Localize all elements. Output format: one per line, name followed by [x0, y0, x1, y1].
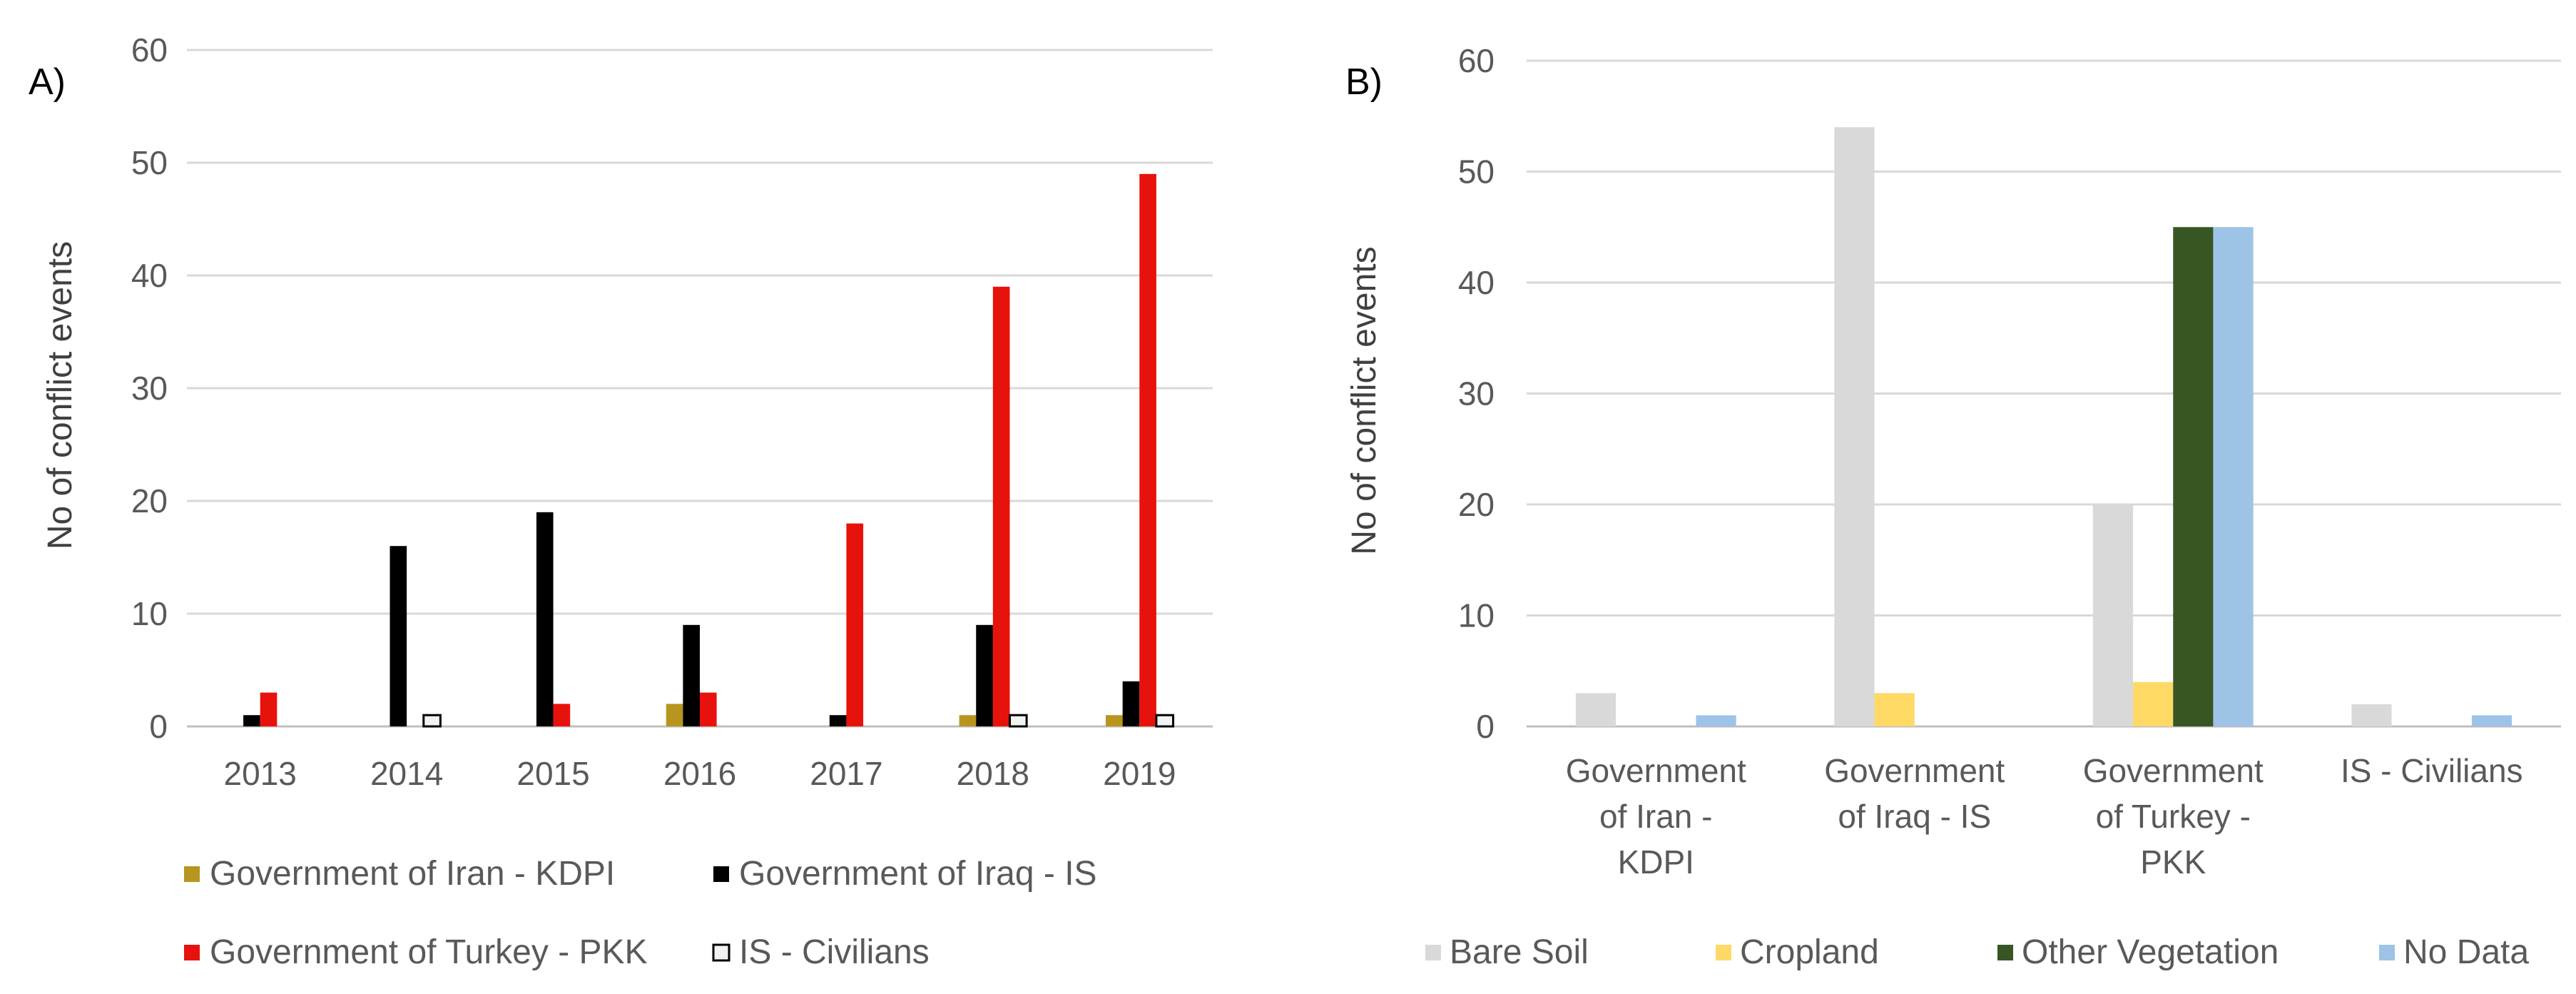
- panel-a-legend-label-government-of-turkey-pkk: Government of Turkey - PKK: [210, 933, 648, 971]
- panel-a-xtick-5: 2018: [957, 755, 1029, 792]
- panel-a-bar-government-of-turkey-pkk-4: [846, 523, 864, 726]
- panel-b-bar-no-data-2: [2213, 227, 2254, 726]
- panel-b-xtick-0: Government of Iran -KDPI: [1566, 752, 1746, 881]
- panel-b-ytick-30: 30: [1458, 375, 1495, 412]
- panel-a-bar-government-of-iran-kdpi-5: [959, 715, 977, 726]
- panel-a-label: A): [29, 61, 66, 103]
- panel-a-bar-is-civilians-5: [1008, 714, 1028, 728]
- panel-b-y-axis-label: No of conflict events: [1345, 246, 1383, 554]
- panel-b-ytick-10: 10: [1458, 597, 1495, 634]
- panel-b-bar-bare-soil-3: [2351, 704, 2392, 726]
- panel-b-ytick-20: 20: [1458, 486, 1495, 523]
- panel-a-bar-government-of-turkey-pkk-2: [553, 704, 571, 726]
- panel-b-legend-swatch-bare-soil: [1425, 945, 1441, 960]
- panel-b-bar-no-data-3: [2471, 715, 2513, 726]
- panel-b-ytick-60: 60: [1458, 42, 1495, 79]
- panel-b-legend: Bare Soil Cropland Other Vegetation No Data: [1425, 933, 2529, 971]
- panel-b-bar-bare-soil-2: [2092, 504, 2134, 726]
- panel-a-ytick-30: 30: [131, 370, 168, 407]
- panel-b-bar-no-data-0: [1696, 715, 1736, 726]
- panel-a-xtick-6: 2019: [1103, 755, 1176, 792]
- panel-a-bar-government-of-iraq-is-5: [976, 624, 993, 726]
- panel-b-ytick-0: 0: [1476, 708, 1495, 745]
- panel-a-bar-government-of-iraq-is-2: [536, 512, 554, 726]
- panel-a-bar-government-of-iran-kdpi-6: [1106, 715, 1123, 726]
- panel-a-bar-government-of-iraq-is-4: [829, 715, 847, 726]
- panel-a-bar-government-of-turkey-pkk-0: [260, 692, 278, 726]
- panel-a-bar-government-of-turkey-pkk-3: [700, 692, 717, 726]
- panel-a-legend-swatch-government-of-turkey-pkk: [184, 945, 200, 960]
- panel-a-bar-chart: A) 0 10 20 30 40 50 60 No of conflict events 2013…: [29, 31, 1213, 971]
- panel-a-ytick-50: 50: [131, 144, 168, 181]
- panel-b-bar-bare-soil-1: [1834, 127, 1875, 727]
- panel-a-bar-government-of-turkey-pkk-6: [1139, 173, 1156, 727]
- panel-b-bar-chart: B) 0 10 20 30 40 50 60 No of conflict events Gove…: [1345, 42, 2561, 971]
- panel-a-bar-government-of-iraq-is-6: [1122, 681, 1140, 726]
- panel-a-legend: Government of Iran - KDPI Government of I…: [184, 855, 1097, 971]
- panel-a-ytick-20: 20: [131, 482, 168, 519]
- panel-b-legend-swatch-no-data: [2379, 945, 2395, 960]
- panel-b-bar-cropland-2: [2133, 681, 2174, 726]
- panel-b-legend-label-no-data: No Data: [2403, 933, 2529, 971]
- panel-a-legend-label-government-of-iran-kdpi: Government of Iran - KDPI: [210, 855, 615, 893]
- panel-a-legend-swatch-is-civilians: [712, 943, 730, 962]
- panel-a-legend-swatch-government-of-iraq-is: [713, 866, 729, 882]
- panel-b-bar-other-vegetation-2: [2173, 227, 2214, 726]
- panel-a-ytick-0: 0: [149, 708, 168, 745]
- panel-a-xtick-1: 2014: [370, 755, 443, 792]
- panel-a-bar-is-civilians-1: [422, 714, 442, 728]
- panel-a-xtick-0: 2013: [224, 755, 297, 792]
- panel-a-xtick-3: 2016: [663, 755, 736, 792]
- panel-a-legend-label-is-civilians: IS - Civilians: [739, 933, 930, 971]
- panel-b-legend-label-bare-soil: Bare Soil: [1450, 933, 1589, 971]
- panel-b-xtick-2: Government of Turkey -PKK: [2083, 752, 2264, 881]
- panel-b-bar-bare-soil-0: [1575, 693, 1617, 726]
- panel-b-ytick-40: 40: [1458, 264, 1495, 301]
- panel-a-bar-government-of-turkey-pkk-5: [992, 286, 1010, 726]
- panel-a-bar-government-of-iran-kdpi-3: [666, 704, 683, 726]
- panel-b-xtick-1: Government of Iraq - IS: [1824, 752, 2005, 835]
- panel-a-y-axis-label: No of conflict events: [41, 241, 79, 549]
- panel-b-legend-swatch-other-vegetation: [1997, 945, 2013, 960]
- panel-a-bar-is-civilians-6: [1155, 714, 1175, 728]
- panel-a-ytick-60: 60: [131, 31, 168, 69]
- panel-b-bar-cropland-1: [1874, 693, 1915, 726]
- panel-a-xtick-2: 2015: [516, 755, 589, 792]
- panel-a-ytick-10: 10: [131, 595, 168, 632]
- panel-a-xtick-4: 2017: [810, 755, 882, 792]
- panel-a-legend-swatch-government-of-iran-kdpi: [184, 866, 200, 882]
- panel-b-xtick-3: IS - Civilians: [2341, 752, 2523, 789]
- panel-b-ytick-50: 50: [1458, 153, 1495, 191]
- panel-b-legend-label-cropland: Cropland: [1740, 933, 1879, 971]
- panel-a-bar-government-of-iraq-is-0: [243, 715, 260, 726]
- panel-a-legend-label-government-of-iraq-is: Government of Iraq - IS: [739, 855, 1097, 893]
- panel-b-legend-swatch-cropland: [1716, 945, 1731, 960]
- panel-b-label: B): [1345, 61, 1383, 103]
- panel-a-bar-government-of-iraq-is-3: [683, 624, 700, 726]
- panel-a-ytick-40: 40: [131, 257, 168, 294]
- panel-a-bar-government-of-iraq-is-1: [390, 546, 407, 726]
- panel-b-legend-label-other-vegetation: Other Vegetation: [2022, 933, 2279, 971]
